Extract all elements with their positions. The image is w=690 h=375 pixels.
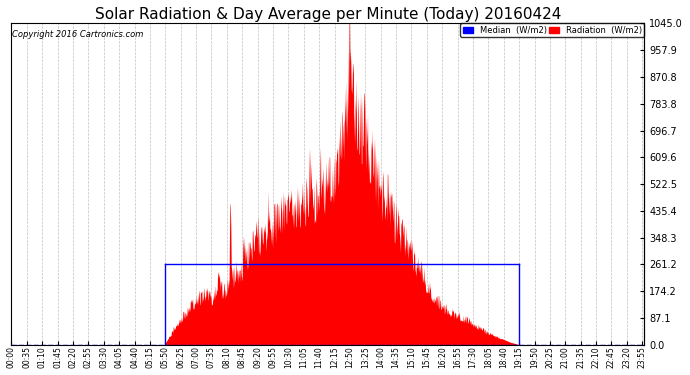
Text: Copyright 2016 Cartronics.com: Copyright 2016 Cartronics.com: [12, 30, 144, 39]
Title: Solar Radiation & Day Average per Minute (Today) 20160424: Solar Radiation & Day Average per Minute…: [95, 7, 561, 22]
Legend: Median  (W/m2), Radiation  (W/m2): Median (W/m2), Radiation (W/m2): [460, 23, 644, 37]
